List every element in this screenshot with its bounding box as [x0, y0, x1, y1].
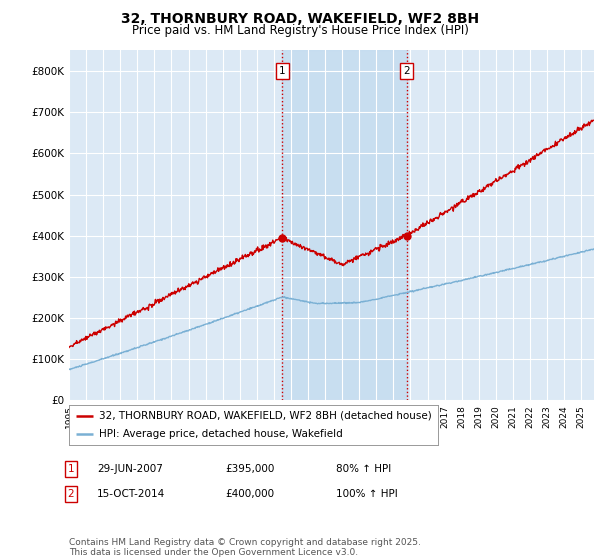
Text: 2: 2 [404, 66, 410, 76]
Bar [282, 50, 407, 400]
Text: 29-JUN-2007: 29-JUN-2007 [97, 464, 163, 474]
Text: Contains HM Land Registry data © Crown copyright and database right 2025.
This d: Contains HM Land Registry data © Crown c… [69, 538, 421, 557]
Text: 100% ↑ HPI: 100% ↑ HPI [336, 489, 398, 499]
Text: 1: 1 [67, 464, 74, 474]
Text: 80% ↑ HPI: 80% ↑ HPI [336, 464, 391, 474]
Text: 2: 2 [67, 489, 74, 499]
Text: HPI: Average price, detached house, Wakefield: HPI: Average price, detached house, Wake… [98, 430, 342, 439]
Text: 32, THORNBURY ROAD, WAKEFIELD, WF2 8BH (detached house): 32, THORNBURY ROAD, WAKEFIELD, WF2 8BH (… [98, 411, 431, 421]
Text: £395,000: £395,000 [225, 464, 274, 474]
Text: 1: 1 [279, 66, 286, 76]
Text: £400,000: £400,000 [225, 489, 274, 499]
Text: 15-OCT-2014: 15-OCT-2014 [97, 489, 166, 499]
Text: Price paid vs. HM Land Registry's House Price Index (HPI): Price paid vs. HM Land Registry's House … [131, 24, 469, 36]
Text: 32, THORNBURY ROAD, WAKEFIELD, WF2 8BH: 32, THORNBURY ROAD, WAKEFIELD, WF2 8BH [121, 12, 479, 26]
